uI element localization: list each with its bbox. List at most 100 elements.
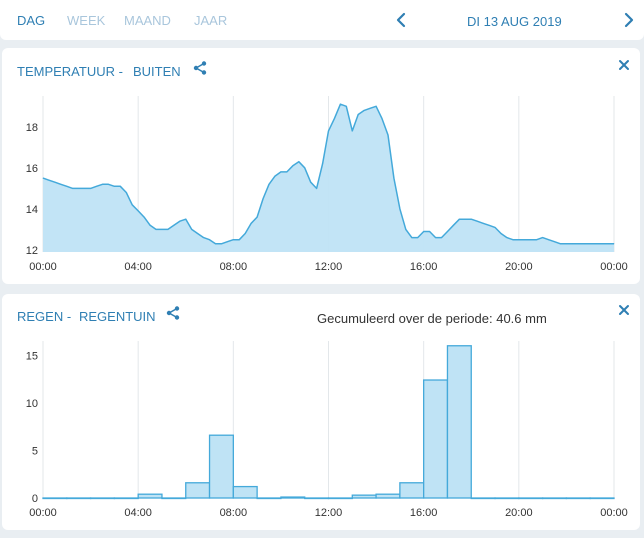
- temperature-point: [328, 130, 329, 132]
- tab-maand[interactable]: MAAND: [124, 13, 171, 28]
- rain-bar: [423, 379, 449, 499]
- close-icon[interactable]: [618, 59, 630, 71]
- rain-bar: [565, 497, 591, 500]
- temperature-point: [203, 237, 204, 239]
- temperature-point: [494, 226, 496, 228]
- temperature-point: [577, 243, 579, 245]
- temperature-point: [339, 103, 341, 105]
- y-tick-label: 18: [26, 122, 38, 134]
- temperature-point: [441, 237, 442, 239]
- temperature-point: [304, 167, 306, 169]
- rain-bar: [113, 497, 139, 500]
- x-tick-label: 04:00: [124, 261, 152, 273]
- rain-bar: [399, 482, 425, 499]
- temperature-point: [470, 218, 472, 220]
- temperature-point: [191, 229, 193, 230]
- temperature-point: [453, 224, 454, 226]
- rain-bar: [232, 485, 258, 499]
- temperature-point: [292, 165, 294, 167]
- x-tick-label: 04:00: [124, 507, 152, 519]
- temperature-point: [345, 105, 347, 107]
- rain-bar: [518, 497, 544, 500]
- temperature-point: [518, 239, 520, 241]
- temperature-point: [161, 229, 163, 230]
- temperature-point: [447, 231, 448, 232]
- temperature-point: [536, 239, 538, 241]
- temperature-point: [512, 239, 514, 241]
- y-tick-label: 16: [26, 163, 38, 175]
- x-tick-label: 00:00: [29, 507, 57, 519]
- temperature-point: [268, 183, 270, 185]
- rain-bar: [351, 494, 377, 499]
- chevron-right-icon[interactable]: [622, 12, 636, 28]
- temperature-point: [458, 218, 460, 220]
- temperature-point: [232, 239, 234, 241]
- temperature-point: [84, 187, 86, 189]
- y-tick-label: 0: [32, 493, 38, 505]
- x-tick-label: 12:00: [315, 261, 343, 273]
- temperature-point: [506, 237, 508, 239]
- share-icon[interactable]: [193, 61, 207, 75]
- temperature-point: [566, 243, 567, 245]
- temperature-point: [369, 107, 371, 109]
- temperature-point: [274, 175, 276, 177]
- temperature-point: [286, 171, 288, 173]
- rain-chart: 00:00 04:00 08:00 12:00 16:00 20:00 00:00 0 5 10 1…: [26, 341, 628, 519]
- x-tick-label: 16:00: [410, 507, 438, 519]
- temperature-point: [524, 239, 526, 241]
- temperature-point: [500, 233, 502, 234]
- chevron-left-icon[interactable]: [394, 12, 408, 28]
- temperature-point: [96, 185, 97, 187]
- temperature-point: [417, 237, 419, 239]
- rain-card: REGEN - REGENTUIN Gecumuleerd over de pe…: [2, 294, 640, 530]
- temperature-point: [298, 161, 300, 163]
- temperature-point: [185, 218, 187, 220]
- date-label[interactable]: DI 13 AUG 2019: [467, 14, 562, 29]
- temperature-point: [399, 208, 401, 210]
- temperature-point: [589, 243, 591, 245]
- rain-bar: [66, 497, 92, 500]
- temperature-chart: 00:00 04:00 08:00 12:00 16:00 20:00 00:00 12 14 1…: [26, 96, 628, 273]
- temperature-point: [601, 243, 603, 245]
- y-tick-label: 5: [32, 445, 38, 457]
- temperature-point: [60, 183, 62, 185]
- close-icon[interactable]: [618, 304, 630, 316]
- temperature-point: [280, 171, 282, 173]
- x-tick-label: 08:00: [220, 507, 248, 519]
- temperature-area: [43, 104, 614, 252]
- x-tick-label: 00:00: [29, 261, 57, 273]
- temperature-point: [238, 239, 240, 241]
- temperature-point: [102, 183, 103, 185]
- temperature-point: [411, 237, 413, 239]
- rain-bar: [89, 497, 116, 500]
- temperature-point: [405, 229, 407, 230]
- temperature-point: [435, 237, 436, 239]
- rain-bar: [446, 345, 472, 499]
- temperature-point: [125, 192, 127, 193]
- temperature-point: [351, 130, 353, 132]
- temperature-point: [143, 216, 145, 218]
- temperature-point: [226, 241, 228, 243]
- temperature-point: [613, 243, 615, 245]
- temperature-point: [137, 210, 139, 212]
- temperature-point: [381, 118, 383, 119]
- x-tick-label: 20:00: [505, 261, 533, 273]
- temperature-point: [571, 243, 573, 245]
- temperature-point: [375, 105, 377, 107]
- rain-location-link[interactable]: REGENTUIN: [79, 309, 156, 324]
- temperature-point: [423, 231, 425, 232]
- tab-week[interactable]: WEEK: [67, 13, 106, 28]
- rain-bar: [327, 497, 353, 500]
- share-icon[interactable]: [166, 306, 180, 320]
- temperature-location-link[interactable]: BUITEN: [133, 64, 181, 79]
- temperature-point: [48, 179, 50, 181]
- tab-jaar[interactable]: JAAR: [194, 13, 228, 28]
- y-tick-label: 14: [26, 204, 38, 216]
- temperature-point: [583, 243, 585, 245]
- rain-bar: [375, 493, 401, 499]
- temperature-point: [595, 243, 597, 245]
- temperature-point: [66, 185, 68, 187]
- temperature-point: [363, 109, 365, 111]
- temperature-point: [393, 177, 395, 179]
- tab-dag[interactable]: DAG: [17, 13, 46, 28]
